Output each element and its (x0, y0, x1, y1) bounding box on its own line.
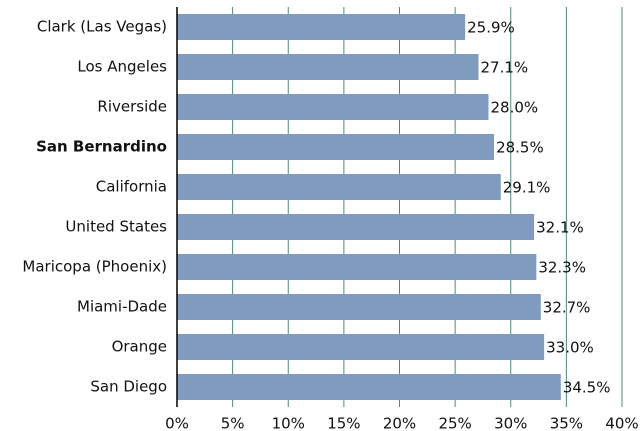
x-tick-label: 10% (272, 415, 305, 431)
x-tick-label: 25% (438, 415, 471, 431)
value-label: 32.1% (536, 219, 584, 237)
y-tick-label: San Diego (90, 378, 167, 396)
x-tick-label: 30% (494, 415, 527, 431)
y-tick-label: Miami-Dade (77, 298, 167, 316)
bar (177, 254, 537, 280)
bar (177, 94, 489, 120)
value-label: 33.0% (546, 339, 594, 357)
x-tick-label: 35% (550, 415, 583, 431)
value-label: 32.7% (543, 299, 591, 317)
value-label: 27.1% (480, 59, 528, 77)
y-tick-label: Clark (Las Vegas) (37, 18, 167, 36)
value-label: 25.9% (467, 19, 515, 37)
x-tick-label: 15% (327, 415, 360, 431)
bar (177, 374, 561, 400)
bar (177, 54, 479, 80)
y-tick-label: California (96, 178, 167, 196)
x-tick-label: 5% (221, 415, 245, 431)
value-label: 28.5% (496, 139, 544, 157)
bar (177, 214, 535, 240)
bar (177, 334, 545, 360)
y-tick-label: United States (65, 218, 167, 236)
value-label: 29.1% (503, 179, 551, 197)
y-tick-label: San Bernardino (36, 138, 167, 156)
bar (177, 134, 495, 160)
value-label: 32.3% (538, 259, 586, 277)
bar (177, 14, 466, 40)
value-label: 34.5% (563, 379, 611, 397)
bar (177, 174, 501, 200)
y-tick-label: Maricopa (Phoenix) (22, 258, 167, 276)
y-tick-label: Riverside (97, 98, 167, 116)
x-tick-label: 0% (165, 415, 189, 431)
bar (177, 294, 541, 320)
value-label: 28.0% (491, 99, 539, 117)
x-tick-label: 40% (605, 415, 638, 431)
y-tick-label: Orange (112, 338, 167, 356)
y-tick-label: Los Angeles (77, 58, 167, 76)
x-tick-label: 20% (383, 415, 416, 431)
